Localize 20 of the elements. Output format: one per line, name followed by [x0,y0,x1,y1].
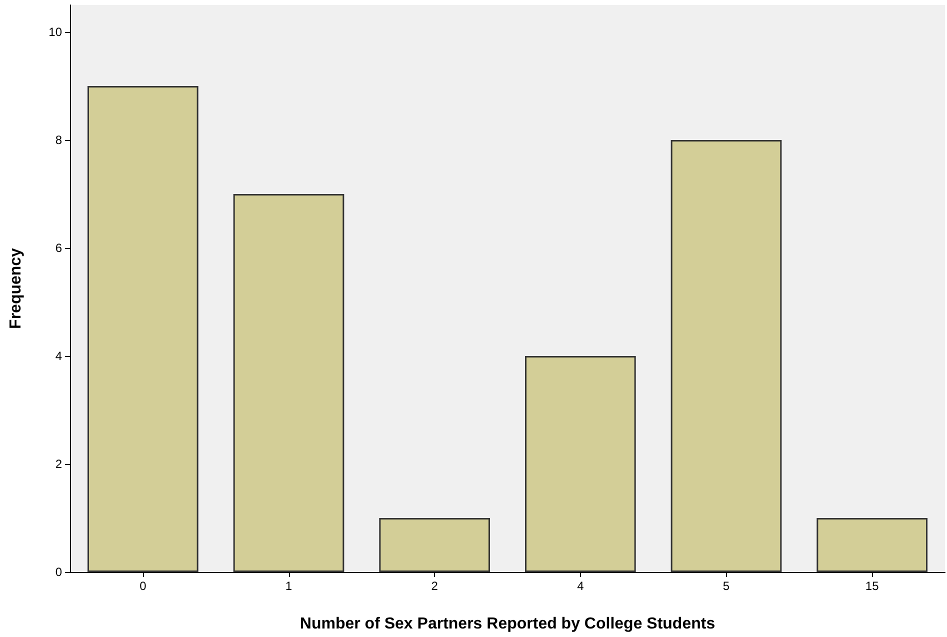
x-axis-title: Number of Sex Partners Reported by College Students [300,616,716,632]
y-axis-title: Frequency [8,248,24,329]
y-tick-label: 10 [48,25,62,39]
x-tick-label: 2 [431,579,438,593]
x-tick-label: 0 [140,579,147,593]
bar [670,140,782,572]
bar [525,356,636,572]
bar [233,194,344,572]
x-tick-label: 4 [577,579,584,593]
y-tick-label: 4 [55,349,62,363]
x-tick-label: 15 [865,579,880,593]
y-tick-label: 0 [55,565,62,579]
x-tick-label: 5 [722,579,730,593]
y-tick-label: 8 [55,133,62,147]
bar [379,518,490,572]
x-tick-label: 1 [285,579,292,593]
y-tick-label: 6 [55,241,62,255]
bar [816,518,928,572]
y-tick-label: 2 [55,457,62,471]
bar [88,86,198,572]
